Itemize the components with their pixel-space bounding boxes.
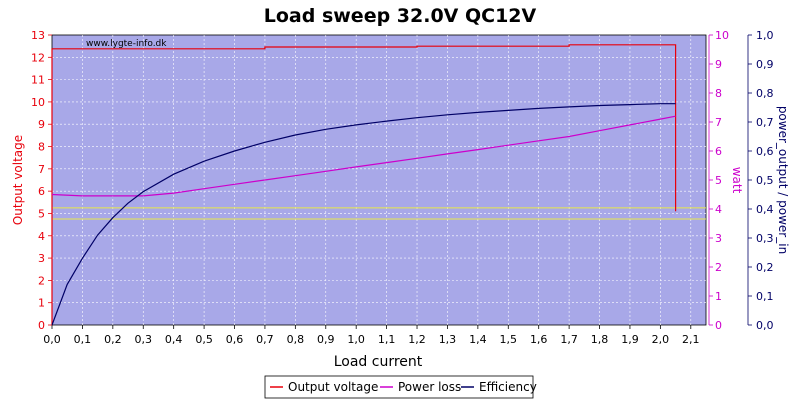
right-axis-watt-label: watt: [730, 167, 744, 194]
right-watt-tick-label: 5: [715, 174, 722, 187]
left-tick-label: 2: [38, 274, 45, 287]
x-tick-label: 1,5: [500, 333, 518, 346]
left-tick-label: 1: [38, 297, 45, 310]
chart-title: Load sweep 32.0V QC12V: [264, 5, 537, 27]
left-tick-label: 11: [31, 74, 45, 87]
left-tick-label: 0: [38, 319, 45, 332]
left-tick-label: 5: [38, 207, 45, 220]
right-watt-tick-label: 9: [715, 58, 722, 71]
legend-item-power-loss: Power loss: [398, 380, 461, 394]
right-axis-efficiency-label: power_output / power_in: [776, 106, 790, 254]
watermark: www.lygte-info.dk: [86, 39, 167, 49]
x-tick-label: 0,1: [74, 333, 92, 346]
left-tick-label: 4: [38, 230, 45, 243]
right-watt-tick-label: 10: [715, 29, 729, 42]
x-tick-label: 0,9: [317, 333, 335, 346]
x-tick-label: 1,1: [378, 333, 396, 346]
x-tick-label: 0,0: [43, 333, 61, 346]
series-output-voltage: [51, 44, 677, 325]
x-tick-label: 1,7: [560, 333, 578, 346]
legend: Output voltage Power loss Efficiency: [264, 375, 537, 399]
x-tick-label: 1,0: [347, 333, 365, 346]
right-watt-tick-label: 8: [715, 87, 722, 100]
series-efficiency: [51, 103, 676, 326]
right-efficiency-tick-label: 0,0: [756, 319, 774, 332]
left-tick-label: 13: [31, 29, 45, 42]
x-tick-label: 2,1: [682, 333, 700, 346]
x-tick-label: 0,8: [287, 333, 305, 346]
right-watt-tick-label: 4: [715, 203, 722, 216]
left-tick-label: 9: [38, 118, 45, 131]
x-tick-label: 1,9: [621, 333, 639, 346]
x-tick-label: 0,2: [104, 333, 122, 346]
right-efficiency-tick-label: 0,7: [756, 116, 774, 129]
x-tick-label: 1,8: [591, 333, 609, 346]
x-tick-label: 0,5: [195, 333, 213, 346]
right-watt-tick-label: 7: [715, 116, 722, 129]
x-tick-label: 1,3: [439, 333, 457, 346]
right-efficiency-tick-label: 0,8: [756, 87, 774, 100]
x-tick-label: 0,7: [256, 333, 274, 346]
x-tick-label: 0,4: [165, 333, 183, 346]
left-tick-label: 7: [38, 163, 45, 176]
legend-item-efficiency: Efficiency: [479, 380, 537, 394]
right-efficiency-tick-label: 0,4: [756, 203, 774, 216]
right-efficiency-tick-label: 0,1: [756, 290, 774, 303]
plot-area: [51, 34, 707, 326]
series-power-loss: [51, 115, 676, 197]
left-tick-label: 10: [31, 96, 45, 109]
x-tick-label: 0,6: [226, 333, 244, 346]
right-efficiency-tick-label: 0,6: [756, 145, 774, 158]
right-efficiency-tick-label: 0,5: [756, 174, 774, 187]
right-efficiency-tick-label: 1,0: [756, 29, 774, 42]
x-tick-label: 1,4: [469, 333, 487, 346]
right-efficiency-tick-label: 0,3: [756, 232, 774, 245]
left-axis-label: Output voltage: [11, 135, 25, 225]
x-tick-label: 0,3: [135, 333, 153, 346]
right-efficiency-tick-label: 0,9: [756, 58, 774, 71]
x-tick-label: 1,6: [530, 333, 548, 346]
right-watt-tick-label: 3: [715, 232, 722, 245]
x-tick-label: 2,0: [652, 333, 670, 346]
x-axis-label: Load current: [334, 354, 423, 370]
left-tick-label: 6: [38, 185, 45, 198]
right-watt-tick-label: 6: [715, 145, 722, 158]
right-watt-tick-label: 1: [715, 290, 722, 303]
left-tick-label: 3: [38, 252, 45, 265]
left-tick-label: 12: [31, 51, 45, 64]
right-efficiency-tick-label: 0,2: [756, 261, 774, 274]
right-watt-tick-label: 2: [715, 261, 722, 274]
left-tick-label: 8: [38, 141, 45, 154]
x-tick-label: 1,2: [408, 333, 426, 346]
right-watt-tick-label: 0: [715, 319, 722, 332]
legend-item-output-voltage: Output voltage: [288, 380, 378, 394]
